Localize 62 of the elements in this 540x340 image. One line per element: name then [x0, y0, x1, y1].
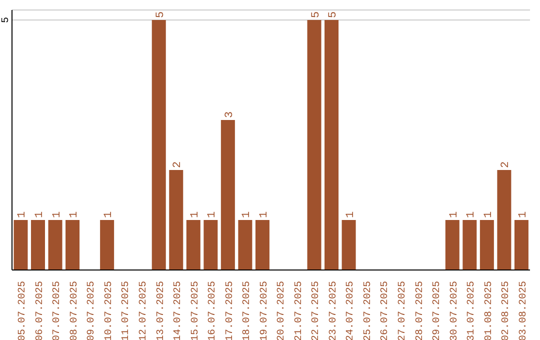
bar: [100, 220, 114, 270]
bar: [480, 220, 494, 270]
x-tick-label: 30.07.2025: [449, 281, 460, 340]
x-tick-label: 22.07.2025: [311, 281, 322, 340]
data-label: 1: [34, 211, 46, 218]
x-tick-label: 27.07.2025: [398, 281, 408, 340]
data-label: 1: [51, 211, 64, 218]
bar: [220, 120, 235, 270]
x-tick-label: 18.07.2025: [242, 281, 254, 340]
data-label: 1: [206, 211, 219, 218]
x-tick-label: 12.07.2025: [138, 281, 150, 340]
bar: [462, 220, 477, 270]
x-tick-label: 26.07.2025: [380, 281, 392, 340]
data-label: 1: [241, 211, 254, 218]
bar: [342, 220, 356, 270]
data-label: 1: [68, 211, 81, 218]
data-label: 1: [448, 211, 460, 218]
x-tick-label: 16.07.2025: [208, 281, 219, 340]
data-label: 3: [224, 111, 236, 118]
data-label: 1: [16, 211, 29, 218]
x-tick-label: 23.07.2025: [328, 281, 340, 340]
data-label: 1: [103, 211, 116, 218]
bar: [30, 220, 45, 270]
data-label: 1: [466, 211, 478, 218]
x-tick-label: 25.07.2025: [362, 281, 374, 340]
bar: [238, 220, 252, 270]
x-tick-label: 13.07.2025: [156, 281, 167, 340]
bar: [66, 220, 80, 270]
bar: [307, 20, 322, 270]
x-tick-label: 14.07.2025: [173, 281, 184, 340]
bar: [445, 220, 460, 270]
data-label: 1: [258, 211, 270, 218]
bar: [255, 220, 270, 270]
bar: [514, 220, 528, 270]
data-label: 1: [189, 211, 202, 218]
bar: [169, 170, 184, 270]
data-label: 5: [310, 11, 322, 18]
x-tick-label: 10.07.2025: [104, 281, 115, 340]
x-tick-label: 20.07.2025: [276, 281, 288, 340]
data-label: 1: [344, 211, 357, 218]
bar: [14, 220, 28, 270]
data-label: 5: [328, 11, 340, 18]
x-tick-label: 31.07.2025: [466, 281, 478, 340]
data-label: 1: [482, 211, 495, 218]
x-tick-label: 11.07.2025: [121, 281, 132, 340]
x-tick-label: 28.07.2025: [414, 281, 426, 340]
x-tick-label: 29.07.2025: [432, 281, 444, 340]
bar: [48, 220, 62, 270]
bar: [152, 20, 166, 270]
data-label: 1: [517, 211, 530, 218]
bar: [204, 220, 218, 270]
x-tick-label: 15.07.2025: [190, 281, 202, 340]
bar: [497, 170, 512, 270]
x-tick-label: 19.07.2025: [259, 281, 270, 340]
x-tick-label: 24.07.2025: [346, 281, 357, 340]
bar: [186, 220, 200, 270]
data-label: 2: [500, 161, 512, 168]
data-label: 2: [172, 161, 184, 168]
bar: [324, 20, 339, 270]
x-tick-label: 17.07.2025: [224, 281, 236, 340]
x-tick-label: 21.07.2025: [294, 281, 305, 340]
data-label: 5: [154, 11, 167, 18]
